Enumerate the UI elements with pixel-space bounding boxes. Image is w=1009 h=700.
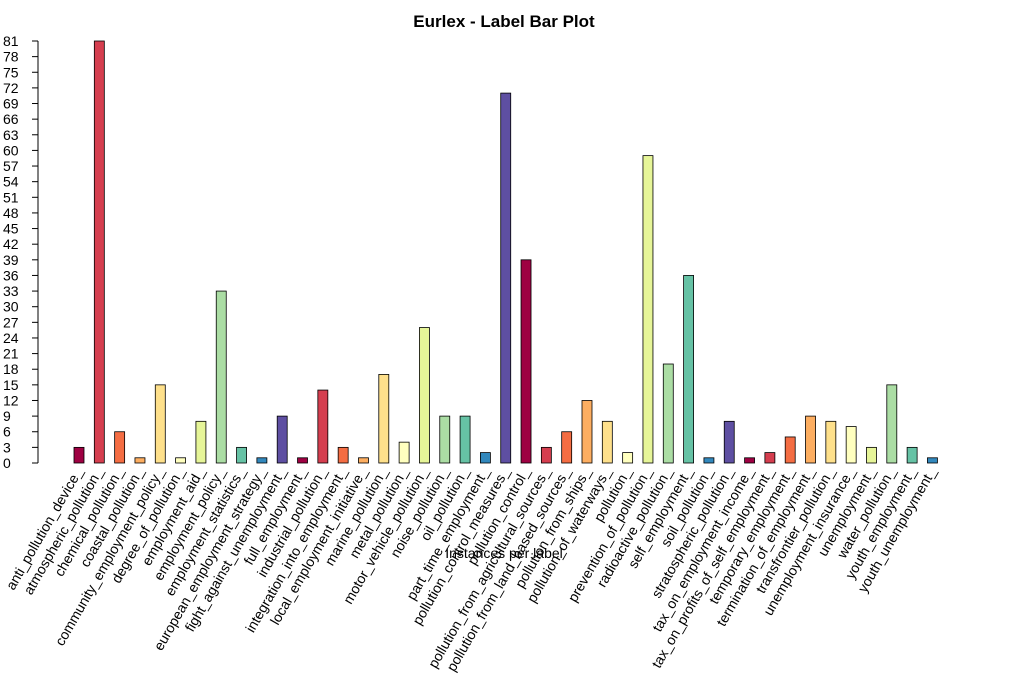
bar (561, 431, 573, 464)
bar (297, 457, 308, 464)
bar (236, 446, 247, 464)
bar (764, 452, 776, 464)
y-tick-label: 24 (3, 330, 19, 346)
bar (622, 452, 634, 464)
y-tick-label: 18 (3, 361, 19, 377)
y-tick-label: 60 (3, 142, 19, 158)
y-tick-label: 54 (3, 174, 19, 190)
bar (378, 374, 390, 464)
bar (419, 327, 430, 464)
y-tick-label: 36 (3, 267, 19, 283)
x-axis-label: Instances per label (445, 545, 563, 561)
y-tick-label: 81 (3, 33, 19, 49)
y-tick-label: 30 (3, 299, 19, 315)
bar (154, 384, 166, 464)
bar (337, 446, 349, 464)
bar (195, 420, 207, 464)
bar (662, 363, 674, 464)
y-tick-label: 48 (3, 205, 19, 221)
bar (215, 290, 227, 464)
bar (479, 452, 491, 464)
y-tick-label: 63 (3, 127, 19, 143)
bar (500, 92, 512, 464)
bars (73, 40, 938, 464)
bar (540, 446, 552, 464)
y-tick-label: 42 (3, 236, 19, 252)
y-tick-label: 15 (3, 377, 19, 393)
chart-title: Eurlex - Label Bar Plot (413, 12, 595, 31)
y-tick-label: 12 (3, 392, 19, 408)
bar (845, 426, 857, 464)
y-axis: 0369121518212427303336394245485154576063… (3, 33, 39, 471)
bar (114, 431, 126, 464)
bar (784, 436, 796, 464)
y-tick-label: 66 (3, 111, 19, 127)
bar (703, 457, 715, 464)
y-tick-label: 21 (3, 346, 19, 362)
bar (906, 446, 918, 464)
bar (866, 446, 877, 464)
y-tick-label: 6 (3, 424, 11, 440)
bar (581, 400, 593, 464)
y-tick-label: 69 (3, 96, 19, 112)
bar (317, 389, 329, 464)
y-tick-label: 72 (3, 80, 19, 96)
bar (398, 441, 410, 464)
x-tick-labels: anti_pollution_device_atmospheric_pollut… (2, 464, 939, 674)
bar (175, 457, 187, 464)
y-tick-label: 3 (3, 439, 11, 455)
y-tick-label: 39 (3, 252, 19, 268)
y-tick-label: 0 (3, 455, 11, 471)
bar (744, 457, 755, 464)
bar (520, 259, 532, 464)
y-tick-label: 75 (3, 64, 19, 80)
bar (886, 384, 898, 464)
bar (134, 457, 146, 464)
bar (601, 420, 613, 464)
bar (805, 415, 816, 464)
bar (459, 415, 471, 464)
bar (825, 420, 837, 464)
bar (723, 420, 735, 464)
bar (927, 457, 938, 464)
y-tick-label: 51 (3, 189, 19, 205)
y-tick-label: 33 (3, 283, 19, 299)
bar (276, 415, 288, 464)
y-tick-label: 78 (3, 49, 19, 65)
bar (73, 446, 85, 464)
y-tick-label: 45 (3, 221, 19, 237)
bar (683, 275, 694, 464)
bar (439, 415, 451, 464)
bar (358, 457, 369, 464)
bar (93, 40, 105, 464)
y-tick-label: 9 (3, 408, 11, 424)
y-tick-label: 57 (3, 158, 19, 174)
bar (256, 457, 268, 464)
y-tick-label: 27 (3, 314, 19, 330)
bar (642, 155, 654, 464)
